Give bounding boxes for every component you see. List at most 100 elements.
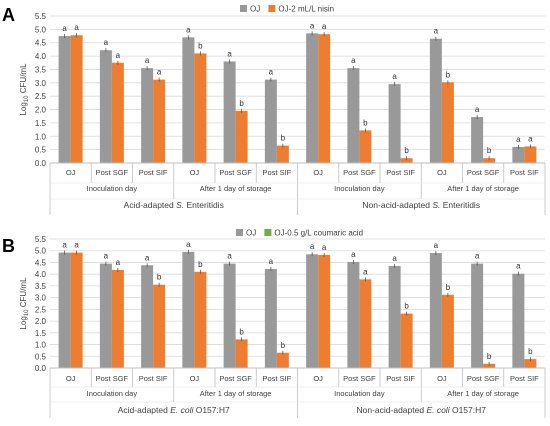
bar — [99, 50, 112, 164]
group-label: Non-acid-adapted S. Enteritidis — [362, 200, 480, 210]
significance-letter: a — [351, 56, 356, 65]
y-tick-label: 1.5 — [35, 329, 47, 338]
panel-label: B — [2, 236, 15, 256]
significance-letter: a — [269, 257, 274, 266]
bar — [194, 271, 207, 368]
x-tick-label: Post SIF — [262, 374, 291, 383]
y-tick-label: 4.0 — [35, 270, 47, 279]
significance-letter: a — [116, 51, 121, 60]
x-tick-label: Post SGF — [343, 168, 376, 177]
y-tick-label: 1.0 — [35, 341, 47, 350]
significance-letter: a — [227, 49, 232, 58]
significance-letter: b — [487, 146, 492, 155]
significance-letter: a — [310, 242, 315, 251]
x-tick-label: OJ — [190, 374, 200, 383]
significance-letter: a — [145, 56, 150, 65]
significance-letter: b — [157, 273, 162, 282]
bar — [276, 352, 289, 368]
bar — [347, 68, 360, 163]
day-label: Inoculation day — [87, 184, 138, 193]
significance-letter: a — [62, 241, 67, 250]
significance-letter: a — [157, 68, 162, 77]
legend-label: OJ-0.5 g/L coumaric acid — [274, 229, 363, 238]
bar — [306, 254, 319, 368]
significance-letter: a — [310, 21, 315, 30]
bar — [471, 263, 484, 368]
y-tick-label: 4.0 — [35, 52, 47, 61]
x-tick-label: Post SIF — [262, 168, 291, 177]
bar — [264, 79, 277, 163]
day-label: After 1 day of storage — [200, 389, 272, 398]
significance-letter: a — [392, 72, 397, 81]
day-label: After 1 day of storage — [200, 184, 272, 193]
x-tick-label: Post SGF — [343, 374, 376, 383]
significance-letter: a — [363, 267, 368, 276]
bar — [400, 158, 413, 163]
y-tick-label: 5.0 — [35, 25, 47, 34]
day-label: After 1 day of storage — [447, 389, 519, 398]
significance-letter: b — [528, 347, 533, 356]
bar — [235, 339, 248, 368]
bar — [429, 38, 442, 163]
significance-letter: b — [281, 134, 286, 143]
legend-label: OJ-2 mL/L nisin — [278, 5, 334, 14]
x-tick-label: Post SIF — [510, 168, 539, 177]
y-axis-label: Log10 CFU/mL — [19, 277, 30, 330]
bar — [524, 359, 537, 368]
significance-letter: b — [198, 260, 203, 269]
y-tick-label: 1.5 — [35, 119, 47, 128]
bar — [524, 146, 537, 163]
bar — [306, 33, 319, 163]
bar — [182, 37, 195, 163]
legend-swatch — [240, 5, 247, 12]
significance-letter: b — [363, 118, 368, 127]
y-tick-label: 0.5 — [35, 352, 47, 361]
panel-label: A — [2, 5, 15, 25]
bar — [512, 146, 525, 163]
significance-letter: a — [392, 254, 397, 263]
bar — [441, 82, 454, 163]
y-tick-label: 5.0 — [35, 247, 47, 256]
day-label: After 1 day of storage — [447, 184, 519, 193]
significance-letter: a — [104, 252, 109, 261]
significance-letter: a — [186, 25, 191, 34]
significance-letter: a — [475, 252, 480, 261]
significance-letter: a — [74, 23, 79, 32]
y-tick-label: 3.5 — [35, 65, 47, 74]
x-tick-label: Post SGF — [96, 374, 129, 383]
y-tick-label: 5.5 — [35, 12, 47, 21]
x-tick-label: OJ — [313, 168, 323, 177]
x-tick-label: Post SIF — [510, 374, 539, 383]
y-tick-label: 3.0 — [35, 79, 47, 88]
significance-letter: b — [446, 283, 451, 292]
significance-letter: a — [145, 253, 150, 262]
bar — [194, 53, 207, 163]
y-tick-label: 2.5 — [35, 92, 47, 101]
bar — [141, 68, 154, 163]
y-tick-label: 2.5 — [35, 305, 47, 314]
legend-label: OJ — [250, 5, 260, 14]
y-tick-label: 0.0 — [35, 364, 47, 373]
x-tick-label: Post SIF — [139, 168, 168, 177]
group-label: Acid-adapted E. coli O157:H7 — [118, 405, 230, 415]
bar — [223, 263, 236, 368]
bar — [359, 130, 372, 163]
significance-letter: a — [62, 24, 67, 33]
significance-letter: b — [446, 70, 451, 79]
bar — [70, 252, 83, 368]
x-tick-label: Post SGF — [467, 168, 500, 177]
bar — [58, 36, 71, 163]
x-tick-label: Post SGF — [467, 374, 500, 383]
bar — [359, 279, 372, 368]
bar — [400, 313, 413, 368]
bar — [388, 265, 401, 368]
significance-letter: a — [434, 27, 439, 36]
significance-letter: a — [74, 241, 79, 250]
bar — [318, 254, 331, 368]
bar — [235, 110, 248, 163]
x-tick-label: Post SIF — [386, 374, 415, 383]
bar — [471, 117, 484, 163]
significance-letter: a — [186, 240, 191, 249]
significance-letter: a — [516, 262, 521, 271]
